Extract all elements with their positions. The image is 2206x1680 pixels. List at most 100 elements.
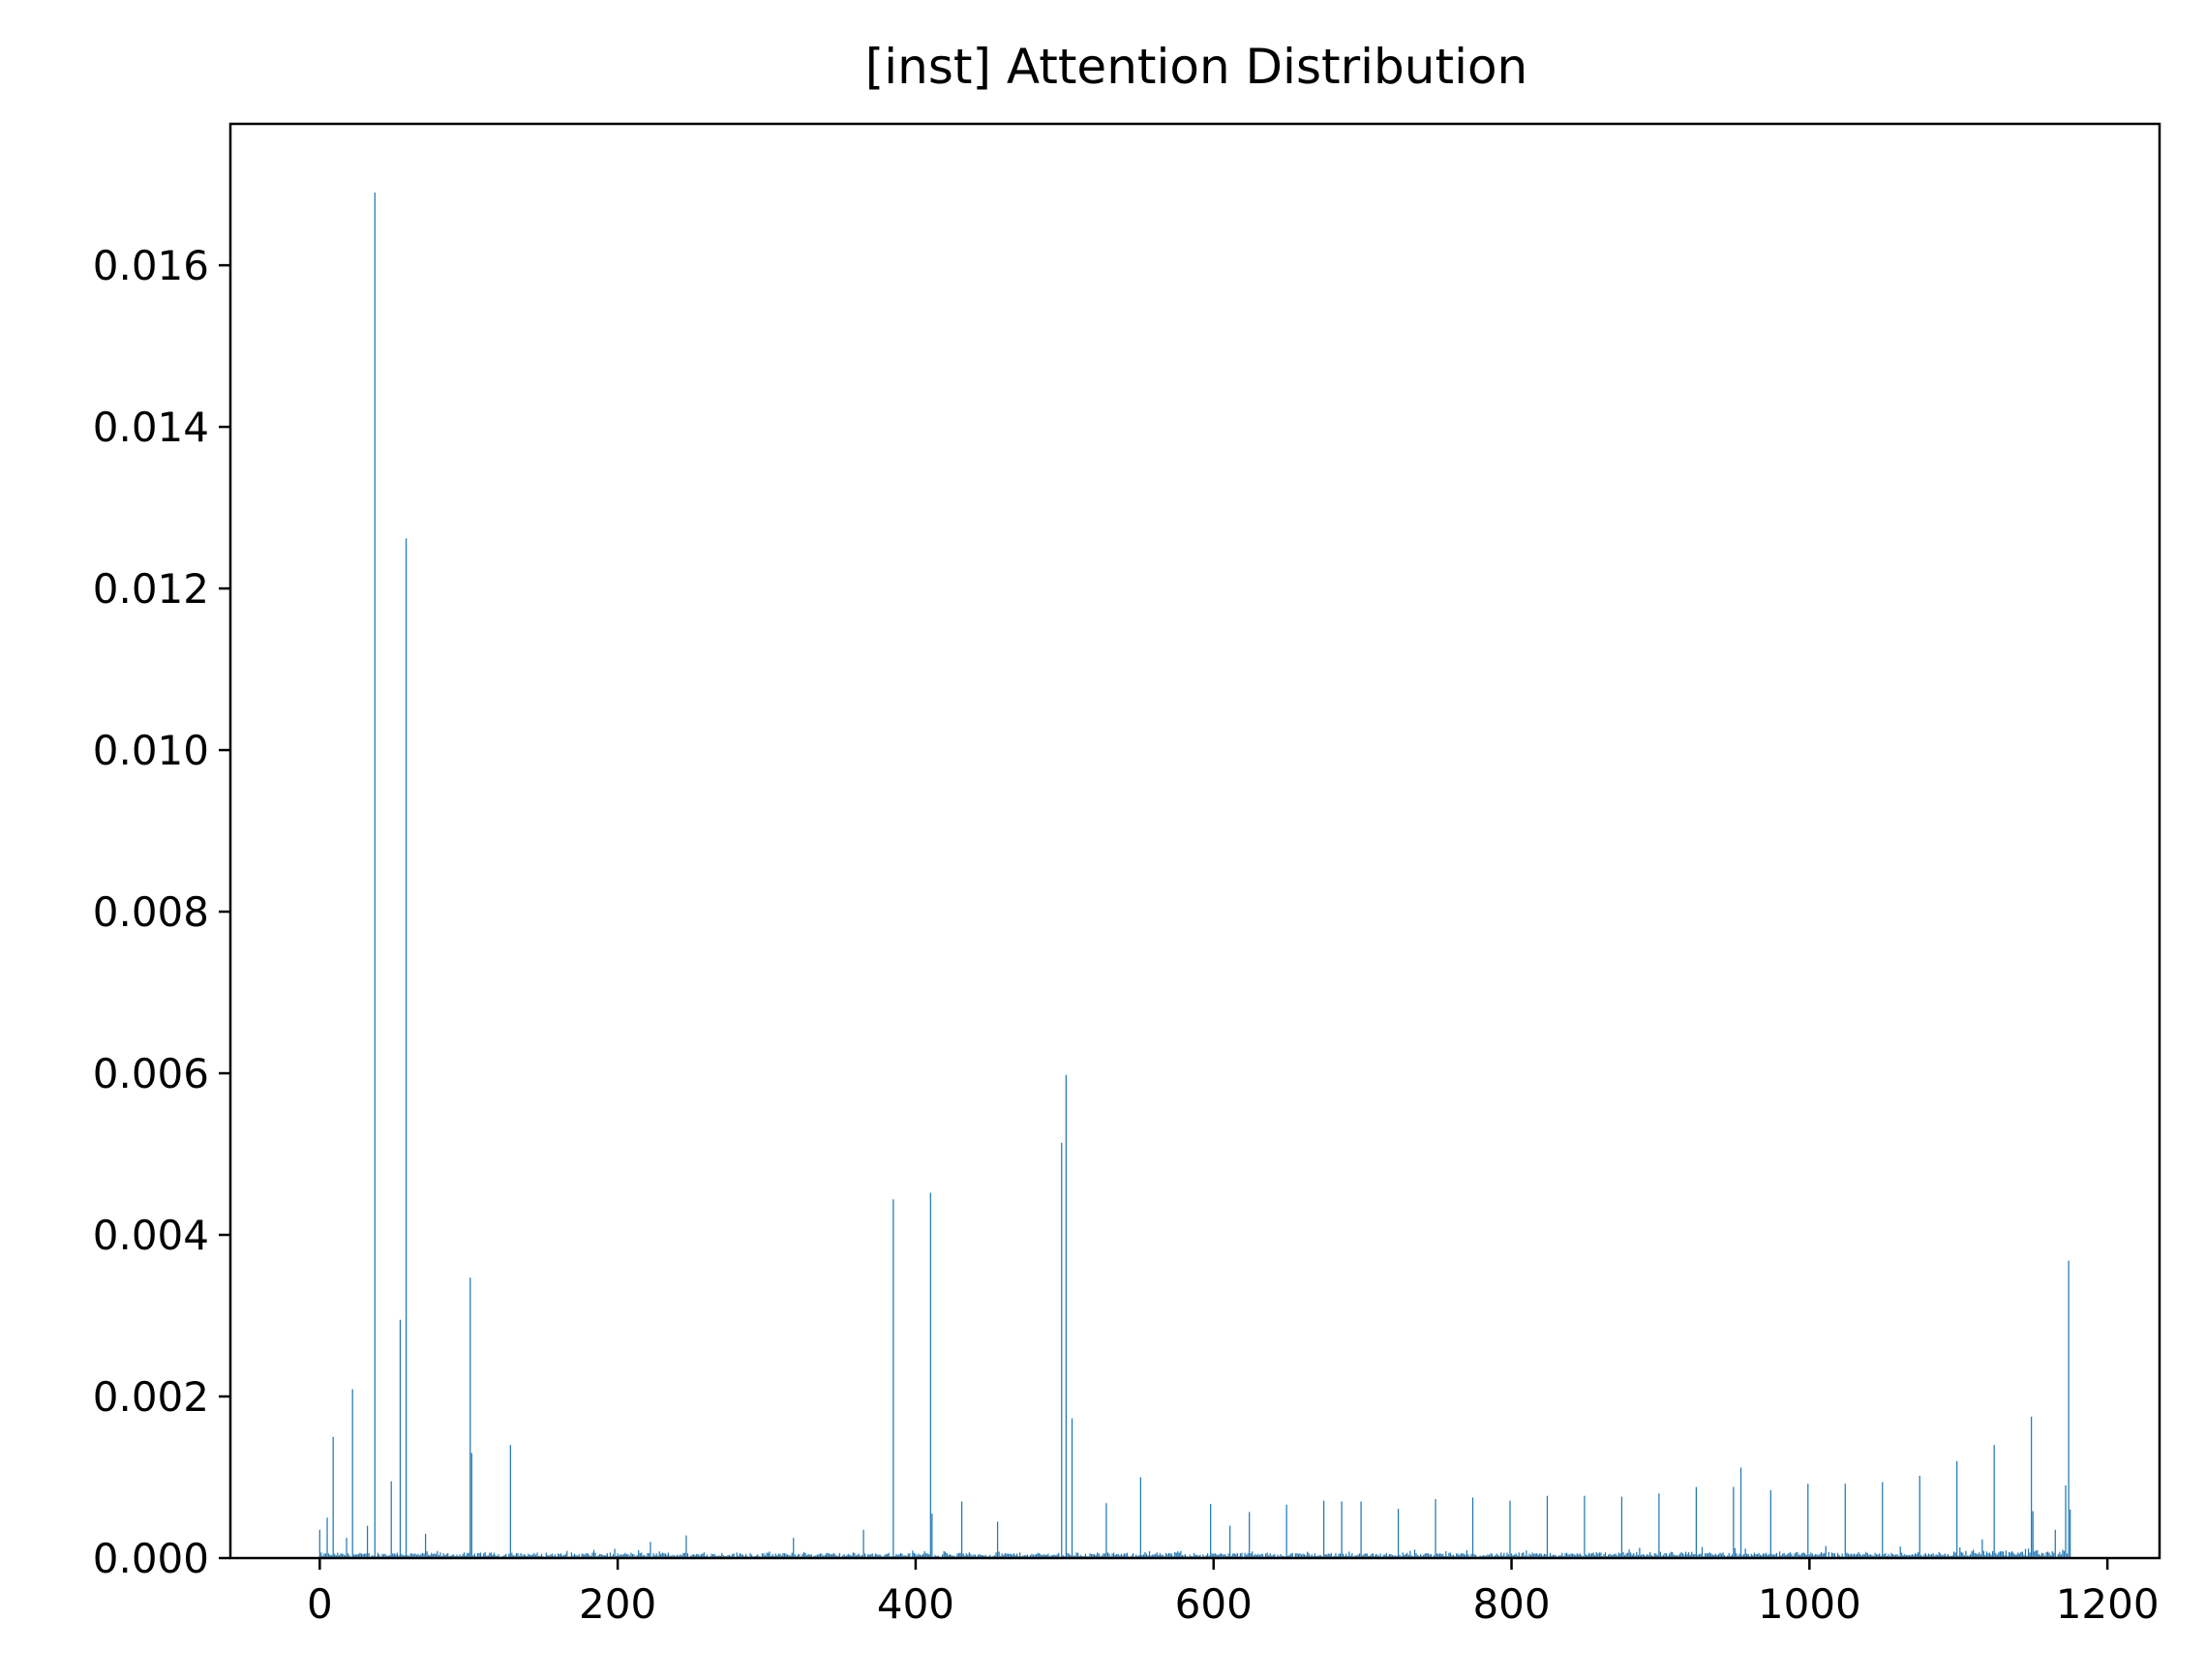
bar (1890, 1552, 1892, 1558)
bar (1452, 1554, 1455, 1558)
bar (1910, 1554, 1912, 1558)
bar-peak (929, 1192, 931, 1558)
bar (462, 1553, 464, 1558)
bar-peak (1229, 1525, 1231, 1558)
bar (1979, 1554, 1981, 1558)
bar (1488, 1554, 1491, 1558)
bar (1902, 1555, 1904, 1558)
bar (1252, 1551, 1254, 1558)
bar (1122, 1555, 1124, 1558)
bar (1288, 1554, 1290, 1558)
bar (741, 1554, 744, 1558)
bar (1206, 1553, 1209, 1558)
bar (767, 1552, 770, 1558)
bar (348, 1555, 350, 1558)
bar (1959, 1546, 1961, 1558)
bar (1144, 1552, 1146, 1558)
bar (1220, 1553, 1223, 1558)
bar-peak (1341, 1501, 1343, 1558)
bar (1579, 1553, 1581, 1558)
bar (804, 1552, 806, 1558)
bar (1775, 1552, 1778, 1558)
bar (777, 1553, 779, 1558)
bar (642, 1555, 644, 1558)
bar (805, 1555, 808, 1558)
bar (359, 1552, 361, 1558)
bar (411, 1553, 413, 1558)
bar (1022, 1555, 1024, 1558)
bar (721, 1552, 723, 1558)
bar (1561, 1552, 1563, 1558)
bar (1029, 1555, 1032, 1558)
bar (2021, 1551, 2024, 1558)
bar (832, 1552, 834, 1558)
bar (566, 1550, 568, 1558)
bar (594, 1552, 596, 1558)
bar (1766, 1552, 1768, 1558)
bar (807, 1553, 809, 1558)
bar (354, 1554, 356, 1558)
bar (779, 1553, 781, 1558)
bar (1905, 1554, 1907, 1558)
bar (1266, 1552, 1268, 1558)
bar (1510, 1553, 1513, 1558)
bar (1941, 1555, 1943, 1558)
bar (1595, 1552, 1597, 1558)
bar (1125, 1553, 1127, 1558)
bar (493, 1552, 496, 1558)
bar (1944, 1553, 1946, 1558)
bar (1159, 1552, 1161, 1558)
bar (1424, 1553, 1426, 1558)
bar (1888, 1553, 1889, 1558)
bar (1539, 1553, 1541, 1558)
bar (819, 1553, 822, 1558)
bar (1040, 1554, 1042, 1558)
bar (2004, 1555, 2006, 1558)
bar (1782, 1553, 1784, 1558)
bar (1684, 1551, 1687, 1558)
bar-peak (685, 1535, 687, 1558)
bar (1217, 1554, 1219, 1558)
bar (876, 1553, 878, 1558)
bar (423, 1553, 425, 1558)
bar (1647, 1554, 1649, 1558)
bar (1054, 1555, 1057, 1558)
bar (1297, 1553, 1300, 1558)
bar (661, 1552, 663, 1558)
bar (498, 1553, 499, 1558)
bar (949, 1553, 951, 1558)
bar (1053, 1554, 1055, 1558)
bar (335, 1555, 337, 1558)
bar (421, 1552, 424, 1558)
bar (794, 1554, 796, 1558)
bar (1311, 1554, 1313, 1558)
bar (392, 1553, 394, 1558)
bar (2048, 1552, 2050, 1558)
bar (1954, 1552, 1956, 1558)
bar (1014, 1555, 1016, 1558)
bar (1174, 1551, 1176, 1558)
bar (733, 1553, 735, 1558)
bar (1534, 1553, 1536, 1558)
bar (599, 1553, 601, 1558)
bar (1825, 1545, 1827, 1558)
bar (663, 1553, 665, 1558)
bar (517, 1553, 519, 1558)
bar (843, 1553, 845, 1558)
bar (672, 1554, 674, 1558)
bar-peak (1993, 1445, 1995, 1558)
bar (1759, 1554, 1762, 1558)
bar (700, 1554, 702, 1558)
bar (780, 1555, 783, 1558)
bar (551, 1553, 554, 1558)
bar (1576, 1553, 1578, 1558)
bar (1467, 1554, 1469, 1558)
bar (1598, 1552, 1600, 1558)
bar (718, 1555, 720, 1558)
bar (669, 1555, 671, 1558)
bar (1199, 1554, 1201, 1558)
bar (570, 1552, 573, 1558)
bar (1180, 1550, 1182, 1558)
bar (627, 1553, 629, 1558)
